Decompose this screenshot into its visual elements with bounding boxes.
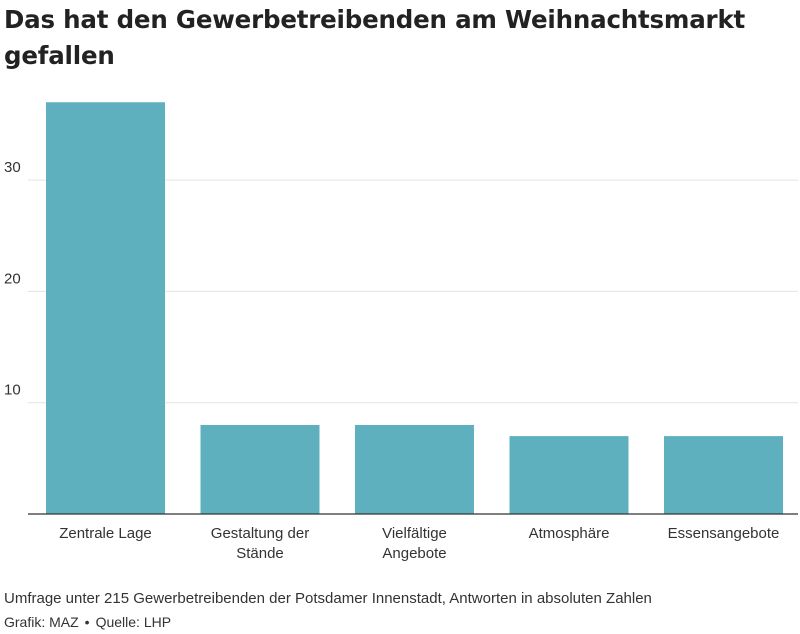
y-tick-label: 20 [4, 270, 21, 287]
x-tick-label: Vielfältige Angebote [382, 525, 447, 562]
bar [46, 102, 165, 514]
y-tick-label: 30 [4, 159, 21, 176]
x-axis-labels: Zentrale Lage Gestaltung der Stände Vielfäl… [59, 525, 779, 562]
bar [664, 436, 783, 514]
x-tick-label: Atmosphäre [529, 525, 610, 542]
bar [355, 424, 474, 514]
y-axis-ticks: 10 20 30 [4, 159, 21, 399]
footer-credit: Grafik: MAZ • Quelle: LHP [4, 614, 171, 630]
credit-grafik: Grafik: MAZ [4, 614, 79, 630]
credit-quelle: Quelle: LHP [95, 614, 172, 630]
chart-title: Das hat den Gewerbetreibenden am Weihnac… [4, 5, 746, 70]
bar [200, 424, 320, 514]
credit-separator: • [84, 614, 90, 630]
x-tick-label: Zentrale Lage [59, 525, 152, 542]
x-tick-label: Essensangebote [668, 525, 780, 542]
x-tick-label: Gestaltung der Stände [211, 525, 309, 562]
footer-note: Umfrage unter 215 Gewerbetreibenden der … [4, 590, 652, 607]
bar-chart: 10 20 30 Zentrale Lage Gestaltung der Stände… [4, 102, 798, 562]
bars [46, 102, 783, 514]
y-tick-label: 10 [4, 382, 21, 399]
bar [509, 436, 629, 514]
